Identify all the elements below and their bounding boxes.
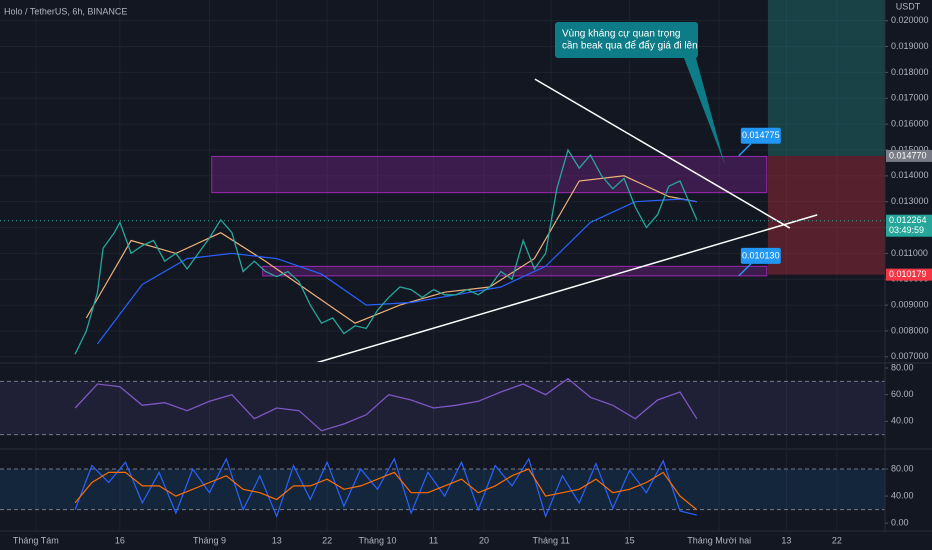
axis-tag-label: 0.014770 bbox=[889, 150, 927, 160]
x-tick-label: 13 bbox=[272, 535, 282, 545]
y-tick-label: 0.007000 bbox=[891, 351, 929, 361]
x-tick-label: 16 bbox=[115, 535, 125, 545]
y-tick-label: 0.014000 bbox=[891, 170, 929, 180]
x-tick-label: 22 bbox=[832, 535, 842, 545]
y-tick-label: 0.00 bbox=[891, 518, 909, 528]
callout-pointer bbox=[684, 58, 725, 165]
axis-tag-label: 0.010179 bbox=[889, 269, 927, 279]
axis-tag bbox=[886, 149, 932, 162]
y-tick-label: 60.00 bbox=[891, 389, 914, 399]
x-tick-label: Tháng Mười hai bbox=[687, 535, 751, 545]
x-tick-label: Tháng Tám bbox=[13, 535, 59, 545]
y-tick-label: 0.019000 bbox=[891, 41, 929, 51]
trendline bbox=[534, 78, 791, 229]
x-tick-label: 15 bbox=[625, 535, 635, 545]
trendline bbox=[316, 214, 818, 362]
y-tick-label: 80.00 bbox=[891, 362, 914, 372]
series-line bbox=[74, 457, 697, 519]
price-line bbox=[74, 148, 698, 355]
callout-text: Vùng kháng cự quan trọng bbox=[562, 29, 680, 40]
y-tick-label: 0.011000 bbox=[891, 248, 928, 258]
main-pane bbox=[0, 0, 885, 362]
level-band bbox=[0, 381, 885, 435]
y-tick-label: 40.00 bbox=[891, 490, 914, 500]
countdown: 03:49:59 bbox=[889, 225, 924, 235]
moving-average bbox=[85, 175, 697, 324]
x-tick-label: 22 bbox=[322, 535, 332, 545]
series-line bbox=[74, 468, 698, 511]
y-tick-label: 0.016000 bbox=[891, 118, 929, 128]
callout: Vùng kháng cự quan trọng cần beak qua để… bbox=[555, 22, 725, 165]
axis-tag bbox=[886, 268, 932, 281]
y-tick-label: 0.008000 bbox=[891, 325, 929, 335]
y-tick-label: 80.00 bbox=[891, 463, 914, 473]
price-label: 0.014775 bbox=[742, 130, 780, 140]
axis-tag bbox=[886, 214, 932, 237]
y-tick-label: 0.018000 bbox=[891, 67, 929, 77]
x-tick-label: 13 bbox=[781, 535, 791, 545]
price-line bbox=[74, 377, 698, 432]
level-band bbox=[0, 468, 885, 510]
position-loss bbox=[767, 155, 885, 275]
x-tick-label: 11 bbox=[429, 535, 438, 545]
moving-average bbox=[97, 198, 697, 345]
axis-unit: USDT bbox=[896, 1, 921, 11]
y-tick-label: 0.017000 bbox=[891, 93, 929, 103]
price-label-box bbox=[740, 247, 781, 264]
callout-box bbox=[555, 22, 698, 58]
price-label-pointer bbox=[738, 143, 752, 157]
stoch-pane bbox=[0, 450, 885, 530]
price-label: 0.010130 bbox=[742, 250, 780, 260]
rsi-pane bbox=[0, 364, 885, 448]
y-tick-label: 40.00 bbox=[891, 416, 914, 426]
y-tick-label: 0.020000 bbox=[891, 15, 929, 25]
y-tick-label: 0.015000 bbox=[891, 144, 929, 154]
callout-text: cần beak qua để đẩy giá đi lên bbox=[562, 40, 698, 52]
x-tick-label: Tháng 10 bbox=[359, 535, 397, 545]
y-tick-label: 0.009000 bbox=[891, 299, 929, 309]
zone bbox=[211, 155, 768, 194]
position-profit bbox=[767, 0, 885, 156]
x-tick-label: Tháng 11 bbox=[532, 535, 569, 545]
y-tick-label: 0.013000 bbox=[891, 196, 929, 206]
chart-title: Holo / TetherUS, 6h, BINANCE bbox=[4, 6, 127, 16]
x-tick-label: 20 bbox=[479, 535, 489, 545]
axis-tag-label: 0.012264 bbox=[889, 215, 927, 225]
price-label-pointer bbox=[738, 263, 752, 277]
price-label-box bbox=[740, 127, 781, 144]
x-tick-label: Tháng 9 bbox=[193, 535, 226, 545]
